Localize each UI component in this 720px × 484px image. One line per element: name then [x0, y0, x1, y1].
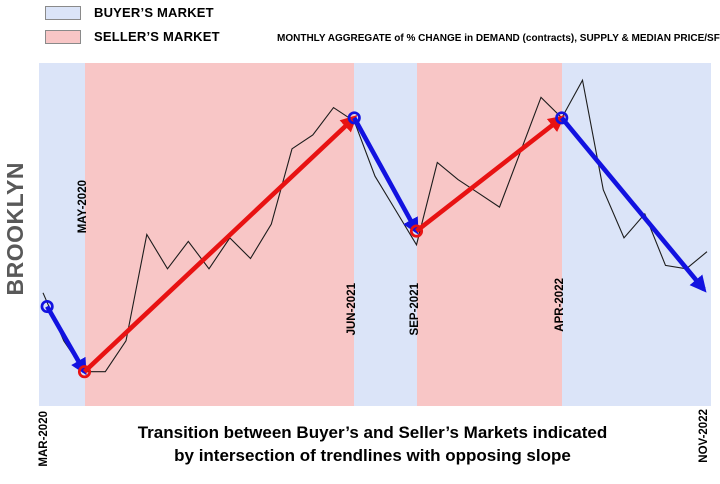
trend-start-circle-buyer	[347, 111, 361, 125]
buyers-market-swatch	[45, 6, 81, 20]
chart-caption: Transition between Buyer’s and Seller’s …	[25, 421, 720, 467]
chart-subtitle: MONTHLY AGGREGATE of % CHANGE in DEMAND …	[277, 33, 720, 44]
market-region-buyer	[561, 63, 711, 406]
legend: BUYER’S MARKET SELLER’S MARKET	[45, 6, 220, 54]
trendline-buyer	[45, 305, 87, 376]
market-region-seller	[84, 63, 355, 406]
legend-label: SELLER’S MARKET	[94, 29, 220, 44]
trend-start-circle-buyer	[40, 299, 54, 314]
month-label-JUN-2021: JUN-2021	[346, 283, 359, 336]
data-series-line	[42, 78, 708, 373]
month-label-MAY-2020: MAY-2020	[76, 180, 89, 234]
trend-start-circle-seller	[409, 224, 424, 238]
legend-label: BUYER’S MARKET	[94, 5, 214, 20]
sellers-market-swatch	[45, 30, 81, 44]
chart-svg-overlay	[40, 78, 708, 379]
trendline-buyer	[559, 116, 707, 293]
trendline-buyer	[352, 116, 419, 235]
region-title: BROOKLYN	[2, 162, 28, 296]
trend-start-circle-buyer	[555, 111, 569, 125]
caption-line-1: Transition between Buyer’s and Seller’s …	[137, 423, 608, 442]
trend-start-circle-seller	[77, 365, 92, 379]
chart-plot-area: MAY-2020 JUN-2021 SEP-2021 APR-2022	[39, 63, 711, 406]
legend-item-sellers-market: SELLER’S MARKET	[45, 30, 220, 54]
month-label-SEP-2021: SEP-2021	[408, 283, 421, 336]
month-label-APR-2022: APR-2022	[553, 278, 566, 332]
legend-item-buyers-market: BUYER’S MARKET	[45, 6, 220, 30]
trendline-seller	[82, 115, 358, 374]
market-region-buyer	[39, 63, 85, 406]
caption-line-2: by intersection of trendlines with oppos…	[174, 446, 571, 465]
market-region-seller	[416, 63, 562, 406]
trendline-seller	[415, 115, 566, 233]
